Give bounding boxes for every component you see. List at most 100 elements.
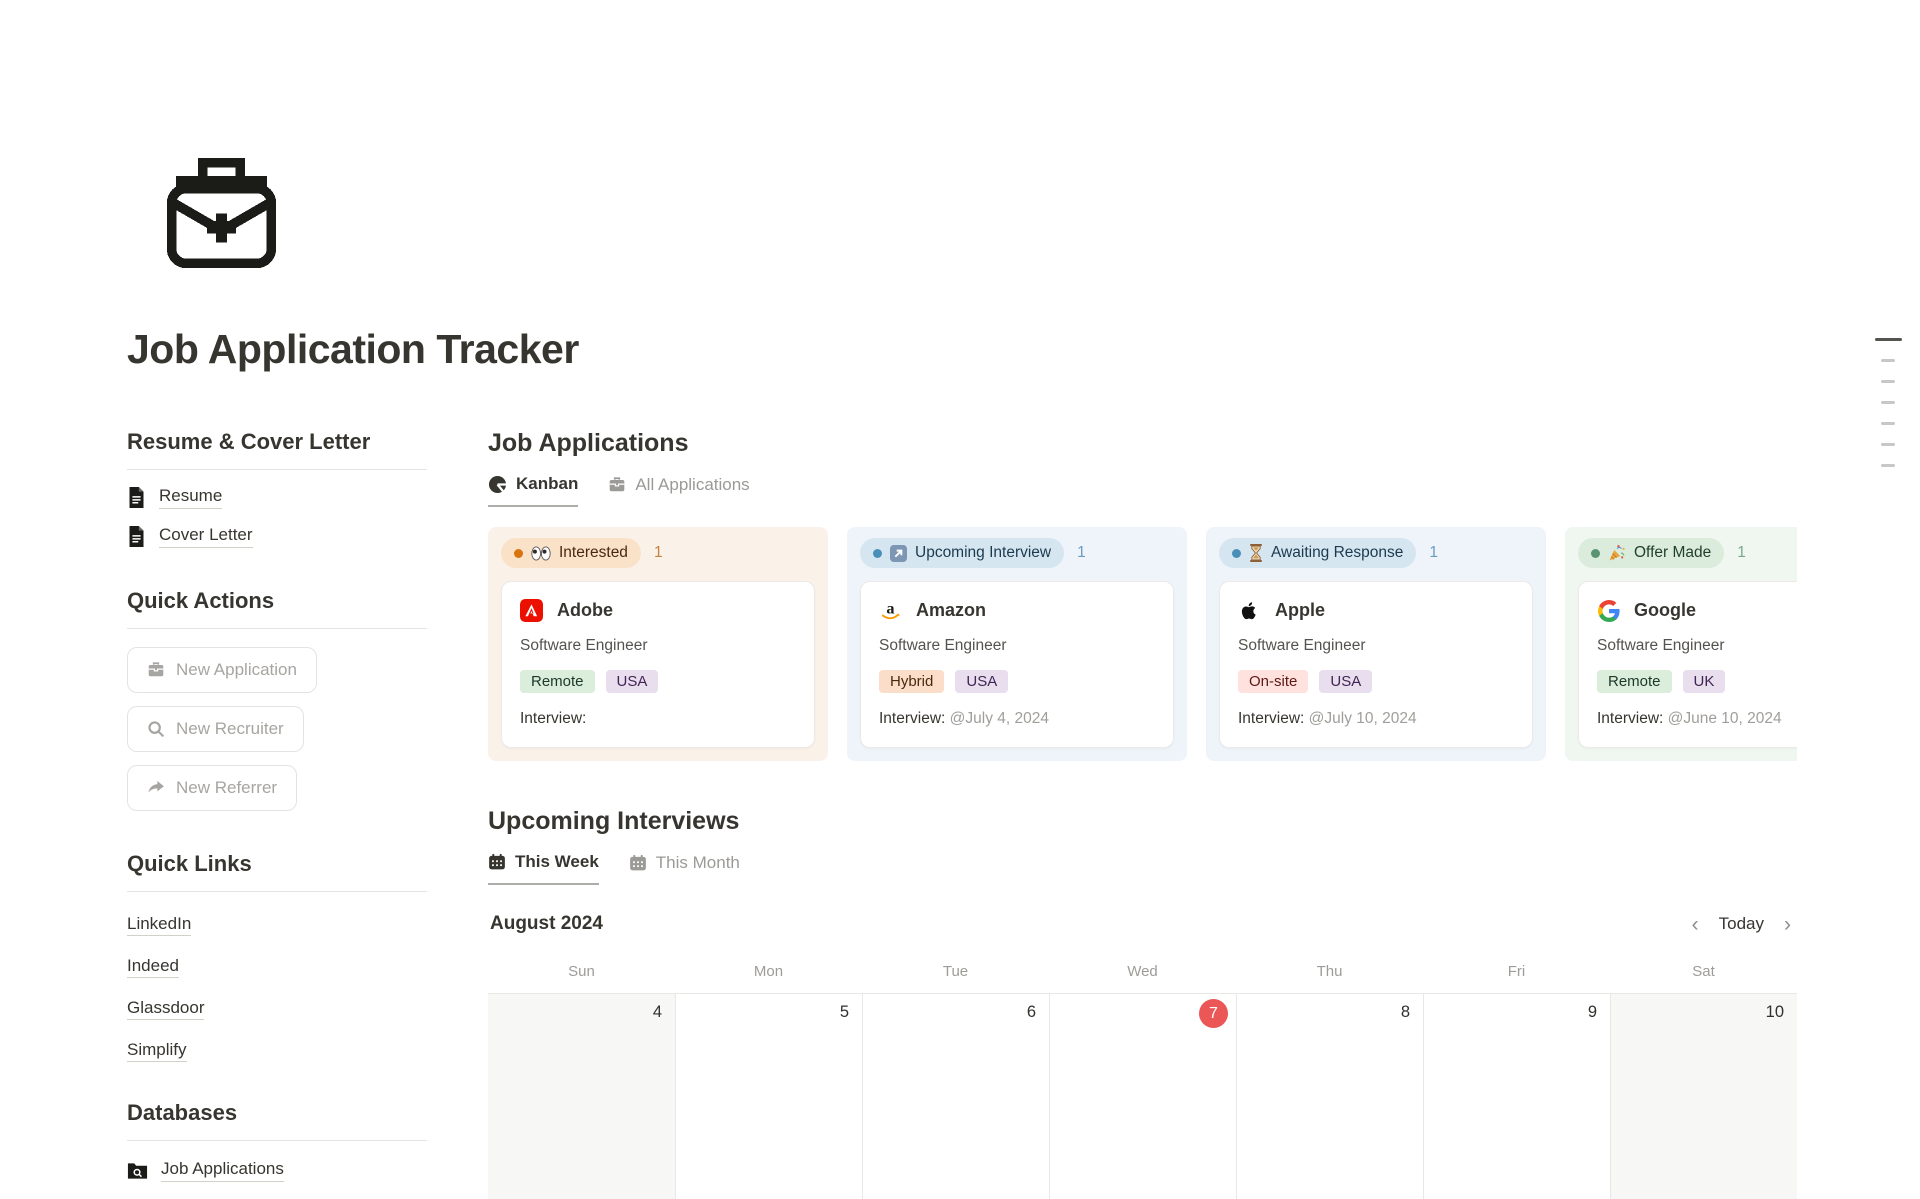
day-of-week-header: Sun Mon Tue Wed Thu Fri Sat — [488, 963, 1797, 993]
resume-section-heading: Resume & Cover Letter — [127, 429, 427, 470]
calendar-icon — [629, 854, 647, 872]
interview-date: @July 4, 2024 — [949, 710, 1049, 727]
column-count: 1 — [1077, 544, 1086, 561]
role: Software Engineer — [1238, 637, 1366, 654]
upcoming-interviews-section: Upcoming Interviews This Week This Month — [488, 807, 1797, 1199]
column-label: Interested — [559, 544, 628, 561]
card-google[interactable]: Google Software Engineer Remote UK Inter… — [1578, 581, 1797, 748]
column-status-pill[interactable]: Awaiting Response — [1219, 538, 1417, 568]
briefcase-pixel-icon[interactable] — [155, 147, 288, 280]
tab-all-applications-label: All Applications — [635, 475, 750, 494]
quick-links-section: Quick Links LinkedIn Indeed Glassdoor Si… — [127, 851, 427, 1062]
resume-link-label: Resume — [159, 486, 223, 509]
quick-actions-section: Quick Actions New Application New Recrui… — [127, 588, 427, 811]
date-number: 9 — [1587, 1003, 1597, 1021]
new-application-label: New Application — [176, 660, 297, 679]
page-title: Job Application Tracker — [127, 326, 579, 372]
kanban-board: Interested 1 Adobe Software Engineer — [488, 527, 1797, 761]
linkedin-link-label: LinkedIn — [127, 914, 192, 936]
arrow-up-right-box-emoji — [890, 544, 907, 562]
indeed-link-label: Indeed — [127, 956, 179, 978]
job-applications-heading: Job Applications — [488, 429, 689, 457]
column-status-pill[interactable]: Upcoming Interview — [860, 538, 1065, 568]
kanban-column-interested: Interested 1 Adobe Software Engineer — [488, 527, 828, 761]
date-number: 8 — [1400, 1003, 1410, 1021]
kanban-column-upcoming-interview: Upcoming Interview 1 a Amazon Software E… — [847, 527, 1187, 761]
new-recruiter-button[interactable]: New Recruiter — [127, 706, 304, 752]
card-apple[interactable]: Apple Software Engineer On-site USA Inte… — [1219, 581, 1533, 748]
column-label: Awaiting Response — [1271, 544, 1404, 561]
resume-link[interactable]: Resume — [127, 486, 427, 509]
card-amazon[interactable]: a Amazon Software Engineer Hybrid USA In… — [860, 581, 1174, 748]
google-logo — [1597, 599, 1620, 622]
company-name: Apple — [1275, 600, 1326, 620]
calendar-week-row: 4 5 6 7 8 9 10 — [488, 993, 1797, 1199]
upcoming-interviews-heading: Upcoming Interviews — [488, 807, 740, 835]
dow-mon: Mon — [753, 963, 784, 980]
tag-country: USA — [955, 670, 1009, 693]
briefcase-icon — [147, 661, 165, 679]
tab-kanban[interactable]: Kanban — [488, 474, 579, 507]
tab-this-week-label: This Week — [515, 852, 599, 871]
calendar-day-cell[interactable]: 5 — [675, 993, 862, 1199]
outline-indicator[interactable] — [1874, 338, 1902, 485]
column-label: Upcoming Interview — [915, 544, 1052, 561]
db-link-job-applications[interactable]: Job Applications — [127, 1159, 427, 1182]
pie-kanban-icon — [488, 475, 507, 494]
quick-link-simplify[interactable]: Simplify — [127, 1040, 187, 1062]
calendar-day-cell[interactable]: 4 — [488, 993, 675, 1199]
eyes-emoji — [531, 545, 551, 561]
resume-section: Resume & Cover Letter Resume Cover Lette… — [127, 429, 427, 548]
sidebar: Resume & Cover Letter Resume Cover Lette… — [127, 429, 427, 1199]
dow-tue: Tue — [942, 963, 969, 980]
card-adobe[interactable]: Adobe Software Engineer Remote USA Inter… — [501, 581, 815, 748]
quick-links-heading: Quick Links — [127, 851, 427, 892]
apple-logo — [1238, 599, 1261, 622]
company-name: Adobe — [557, 600, 613, 620]
share-arrow-icon — [147, 779, 165, 797]
column-status-pill[interactable]: Interested — [501, 538, 641, 568]
glassdoor-link-label: Glassdoor — [127, 998, 205, 1020]
svg-text:a: a — [886, 599, 894, 617]
amazon-logo: a — [879, 599, 902, 622]
chevron-right-icon[interactable]: › — [1784, 912, 1791, 936]
cover-letter-link-label: Cover Letter — [159, 525, 253, 548]
party-popper-emoji — [1608, 544, 1626, 562]
new-referrer-button[interactable]: New Referrer — [127, 765, 298, 811]
document-icon — [127, 487, 146, 508]
tag-onsite: On-site — [1238, 670, 1309, 693]
calendar-day-cell-today[interactable]: 7 — [1049, 993, 1236, 1199]
tab-this-month[interactable]: This Month — [629, 852, 740, 885]
databases-section: Databases Job Applications Recruiters — [127, 1100, 427, 1199]
tag-country: USA — [605, 670, 659, 693]
job-applications-tabs: Kanban All Applications — [488, 474, 1797, 507]
status-dot — [873, 548, 882, 558]
calendar-day-cell[interactable]: 10 — [1610, 993, 1797, 1199]
tag-remote: Remote — [520, 670, 595, 693]
date-number: 10 — [1765, 1003, 1784, 1021]
quick-actions-heading: Quick Actions — [127, 588, 427, 629]
date-number: 6 — [1026, 1003, 1036, 1021]
new-application-button[interactable]: New Application — [127, 647, 317, 693]
column-label: Offer Made — [1634, 544, 1712, 561]
chevron-left-icon[interactable]: ‹ — [1691, 912, 1699, 936]
search-icon — [147, 720, 165, 738]
calendar-day-cell[interactable]: 9 — [1423, 993, 1610, 1199]
quick-link-glassdoor[interactable]: Glassdoor — [127, 998, 205, 1020]
calendar-day-cell[interactable]: 8 — [1236, 993, 1423, 1199]
tab-all-applications[interactable]: All Applications — [608, 474, 750, 507]
quick-link-linkedin[interactable]: LinkedIn — [127, 914, 192, 936]
dow-thu: Thu — [1316, 963, 1343, 980]
document-icon — [127, 526, 146, 547]
today-button[interactable]: Today — [1718, 914, 1764, 933]
company-name: Google — [1634, 600, 1696, 620]
column-status-pill[interactable]: Offer Made — [1578, 538, 1725, 568]
calendar-day-cell[interactable]: 6 — [862, 993, 1049, 1199]
dow-fri: Fri — [1507, 963, 1526, 980]
company-name: Amazon — [916, 600, 987, 620]
quick-link-indeed[interactable]: Indeed — [127, 956, 179, 978]
cover-letter-link[interactable]: Cover Letter — [127, 525, 427, 548]
tag-country: UK — [1682, 670, 1726, 693]
tab-this-week[interactable]: This Week — [488, 852, 599, 885]
adobe-logo — [520, 599, 543, 622]
